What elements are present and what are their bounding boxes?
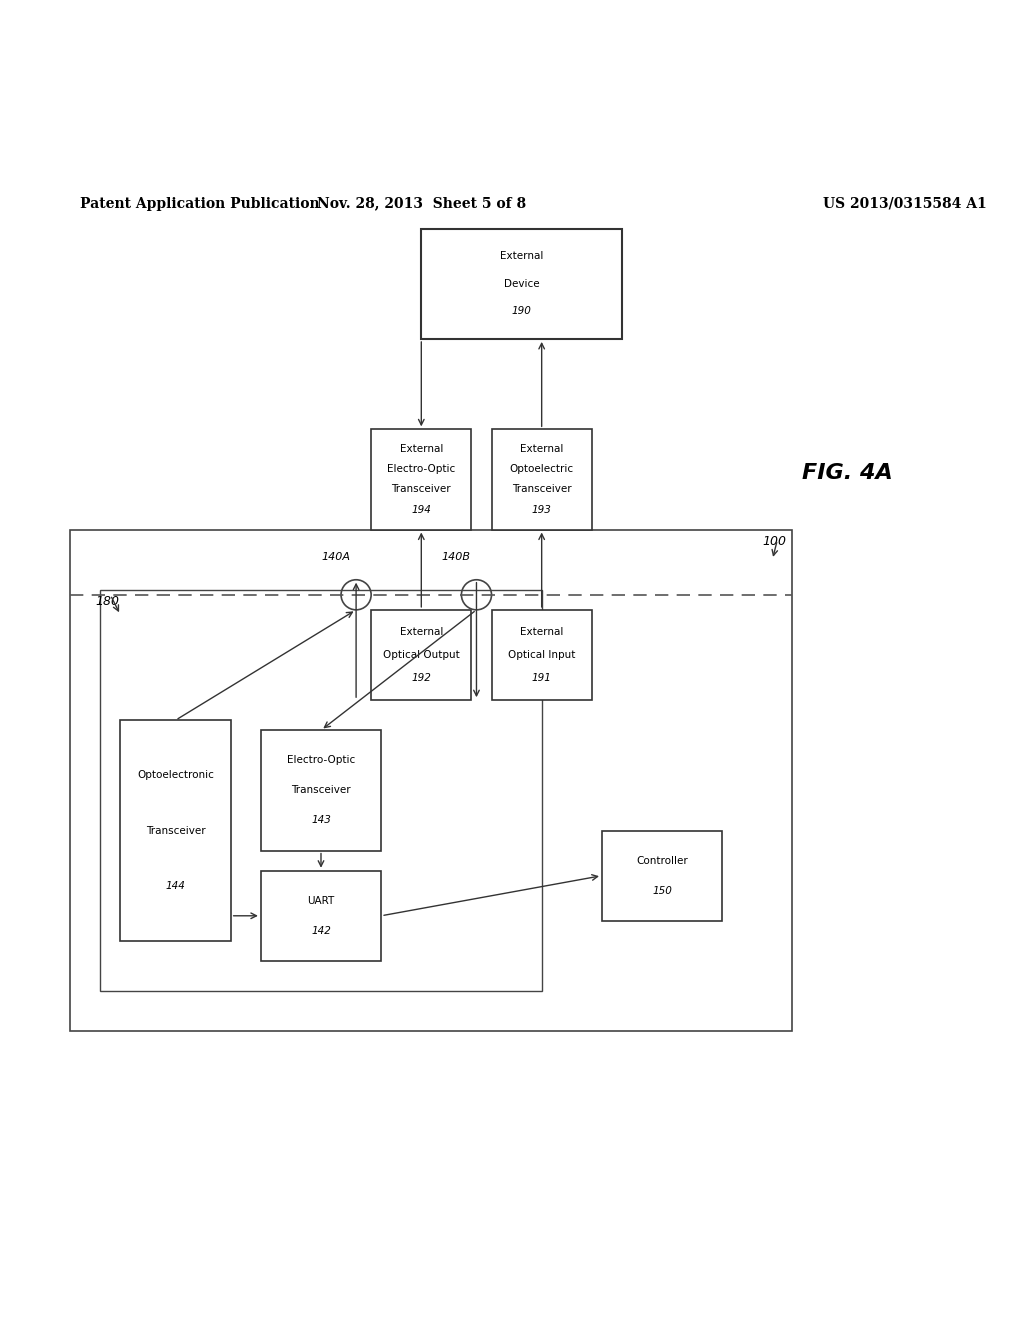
FancyBboxPatch shape [602,830,722,921]
Text: 100: 100 [762,535,786,548]
Text: Transceiver: Transceiver [291,785,351,796]
Text: UART: UART [307,896,335,906]
Text: Electro-Optic: Electro-Optic [387,465,456,474]
Text: Optoelectronic: Optoelectronic [137,771,214,780]
FancyBboxPatch shape [261,730,381,850]
FancyBboxPatch shape [492,429,592,529]
Text: Transceiver: Transceiver [145,825,206,836]
Text: FIG. 4A: FIG. 4A [803,463,893,483]
Text: External: External [399,627,443,638]
Text: External: External [399,445,443,454]
Text: Transceiver: Transceiver [391,484,452,495]
Text: 190: 190 [512,306,531,317]
Text: 192: 192 [412,673,431,682]
FancyBboxPatch shape [492,610,592,700]
FancyBboxPatch shape [261,871,381,961]
FancyBboxPatch shape [71,529,793,1031]
Text: External: External [520,445,563,454]
FancyBboxPatch shape [371,429,471,529]
Text: Patent Application Publication: Patent Application Publication [80,197,319,211]
Text: 150: 150 [652,886,672,896]
Text: Nov. 28, 2013  Sheet 5 of 8: Nov. 28, 2013 Sheet 5 of 8 [316,197,526,211]
Text: Optical Output: Optical Output [383,649,460,660]
Text: Optical Input: Optical Input [508,649,575,660]
FancyBboxPatch shape [371,610,471,700]
Text: External: External [500,251,544,261]
Text: Optoelectric: Optoelectric [510,465,573,474]
FancyBboxPatch shape [421,228,622,339]
Text: US 2013/0315584 A1: US 2013/0315584 A1 [822,197,986,211]
Text: 140A: 140A [321,552,350,562]
Text: External: External [520,627,563,638]
Text: 191: 191 [531,673,552,682]
Text: 194: 194 [412,504,431,515]
Text: 140B: 140B [441,552,470,562]
Text: 193: 193 [531,504,552,515]
Text: Electro-Optic: Electro-Optic [287,755,355,766]
FancyBboxPatch shape [121,721,230,941]
Text: Transceiver: Transceiver [512,484,571,495]
FancyBboxPatch shape [100,590,542,991]
Text: 144: 144 [166,880,185,891]
Text: Controller: Controller [636,855,688,866]
Text: Device: Device [504,279,540,289]
Text: 143: 143 [311,816,331,825]
Text: 180: 180 [95,595,119,607]
Text: 142: 142 [311,925,331,936]
